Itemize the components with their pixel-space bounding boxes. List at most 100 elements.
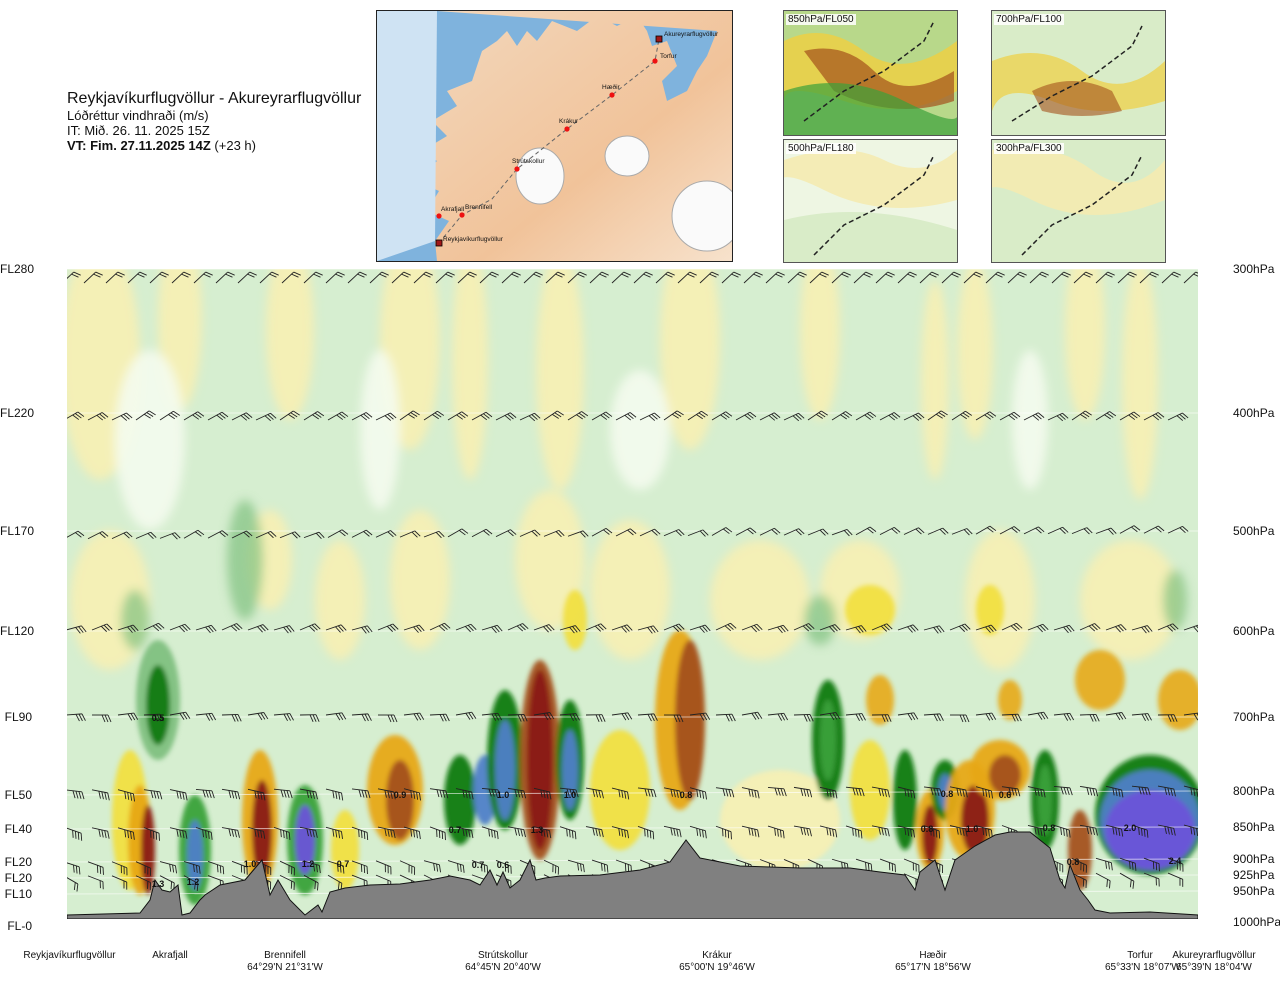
- field-contour: [710, 540, 810, 660]
- wind-barb: [325, 271, 345, 284]
- wind-barb: [951, 528, 973, 536]
- thumb-300hpa[interactable]: 300hPa/FL300: [991, 139, 1166, 263]
- wind-barb: [403, 712, 425, 721]
- wind-barb: [1095, 411, 1117, 421]
- wind-barb: [303, 411, 325, 421]
- waypoint-label: Akrafjall: [441, 206, 465, 213]
- wind-barb: [689, 825, 707, 839]
- wind-barb: [783, 412, 805, 422]
- wind-barb: [479, 271, 499, 284]
- wind-barb: [247, 712, 269, 721]
- right-axis-label: 500hPa: [1233, 524, 1275, 538]
- wind-barb: [585, 787, 604, 799]
- glacier-vatnajokull: [671, 180, 732, 252]
- wind-barb: [159, 861, 177, 874]
- wind-barb: [429, 622, 451, 632]
- wind-barb: [855, 411, 877, 421]
- wind-barb: [871, 825, 890, 837]
- wind-barb: [1027, 623, 1049, 633]
- waypoint-label: Brennifell: [465, 204, 493, 211]
- right-axis-label: 1000hPa: [1233, 915, 1280, 929]
- wind-barb: [615, 412, 637, 421]
- left-axis-label: FL220: [0, 406, 35, 420]
- field-contour: [660, 269, 720, 450]
- wind-barb: [1053, 624, 1075, 634]
- wind-barb: [481, 788, 501, 798]
- wind-barb: [897, 712, 919, 721]
- thumb-700hpa[interactable]: 700hPa/FL100: [991, 10, 1166, 136]
- wind-barb: [247, 788, 266, 801]
- wind-barb: [325, 788, 344, 801]
- left-axis-label: FL50: [4, 788, 32, 802]
- wind-barb: [377, 826, 396, 839]
- wind-barb: [615, 528, 637, 537]
- wind-barb: [67, 713, 86, 722]
- wind-barb: [1007, 271, 1027, 284]
- field-contour: [536, 269, 584, 490]
- wind-barb: [1157, 785, 1176, 797]
- wind-barb: [559, 787, 579, 798]
- wind-barb: [195, 789, 215, 799]
- wind-barb: [897, 825, 915, 838]
- wind-barb: [1105, 712, 1127, 721]
- wind-barb: [523, 271, 543, 284]
- thumb-500hpa[interactable]: 500hPa/FL180: [783, 139, 958, 263]
- wind-barb: [447, 528, 469, 538]
- waypoint-name: Reykjavíkurflugvöllur: [23, 950, 116, 961]
- wind-barb: [741, 711, 763, 720]
- wind-barb: [351, 529, 373, 538]
- wind-barb: [1023, 412, 1045, 421]
- wind-barb: [663, 529, 685, 537]
- wind-barb: [721, 271, 741, 284]
- wind-barb: [183, 529, 205, 539]
- left-axis-label: FL120: [0, 624, 35, 638]
- wind-barb: [40, 533, 60, 546]
- wind-barb: [875, 271, 895, 284]
- right-axis-label: 600hPa: [1233, 624, 1275, 638]
- wind-barb: [923, 825, 941, 839]
- route-map[interactable]: Akureyrarflugvöllur Torfur Hæðir Krákur Strú…: [376, 10, 733, 262]
- wind-barb: [767, 712, 789, 721]
- wind-barb: [819, 624, 841, 633]
- wind-barb: [1119, 857, 1137, 871]
- left-axis-label: FL20: [4, 871, 32, 885]
- wind-barb: [351, 412, 373, 421]
- wind-barb: [375, 530, 397, 538]
- wind-barb: [1167, 525, 1189, 534]
- wind-barb: [845, 625, 867, 634]
- wind-barb: [399, 410, 420, 421]
- field-contour: [1163, 570, 1187, 630]
- wind-barb: [985, 271, 1005, 284]
- x-axis-waypoint: Reykjavíkurflugvöllur: [22, 950, 117, 962]
- value-label: 0.7: [337, 859, 350, 869]
- wind-barb: [897, 624, 919, 633]
- thumb-850hpa[interactable]: 850hPa/FL050: [783, 10, 958, 136]
- field-contour: [331, 810, 359, 890]
- wind-barb: [519, 412, 541, 422]
- wind-barb: [950, 714, 970, 723]
- wind-barb: [347, 271, 367, 284]
- wind-barb: [183, 875, 199, 892]
- wind-barb: [664, 714, 684, 723]
- wind-barb: [375, 412, 397, 421]
- wind-barb: [471, 411, 493, 421]
- wind-barb: [378, 714, 398, 723]
- field-contour: [495, 720, 515, 820]
- field-contour: [386, 760, 414, 840]
- wind-barb: [91, 827, 110, 839]
- x-axis-waypoint: Torfur 65°33'N 18°07'W: [1105, 950, 1181, 974]
- x-axis-waypoint: Strútskollur 64°45'N 20°40'W: [458, 950, 548, 974]
- wind-barb: [783, 528, 805, 536]
- wind-barb: [403, 624, 425, 633]
- wind-barb: [91, 789, 110, 801]
- field-contour: [675, 640, 705, 800]
- wind-barb: [259, 271, 279, 284]
- wind-barb: [279, 531, 301, 539]
- wind-barb: [40, 270, 59, 288]
- wind-barb: [429, 713, 450, 722]
- thumb-label: 300hPa/FL300: [994, 143, 1064, 154]
- x-axis-waypoint: Brennifell 64°29'N 21°31'W: [240, 950, 330, 974]
- wind-barb: [879, 526, 901, 536]
- wind-barb: [591, 859, 609, 873]
